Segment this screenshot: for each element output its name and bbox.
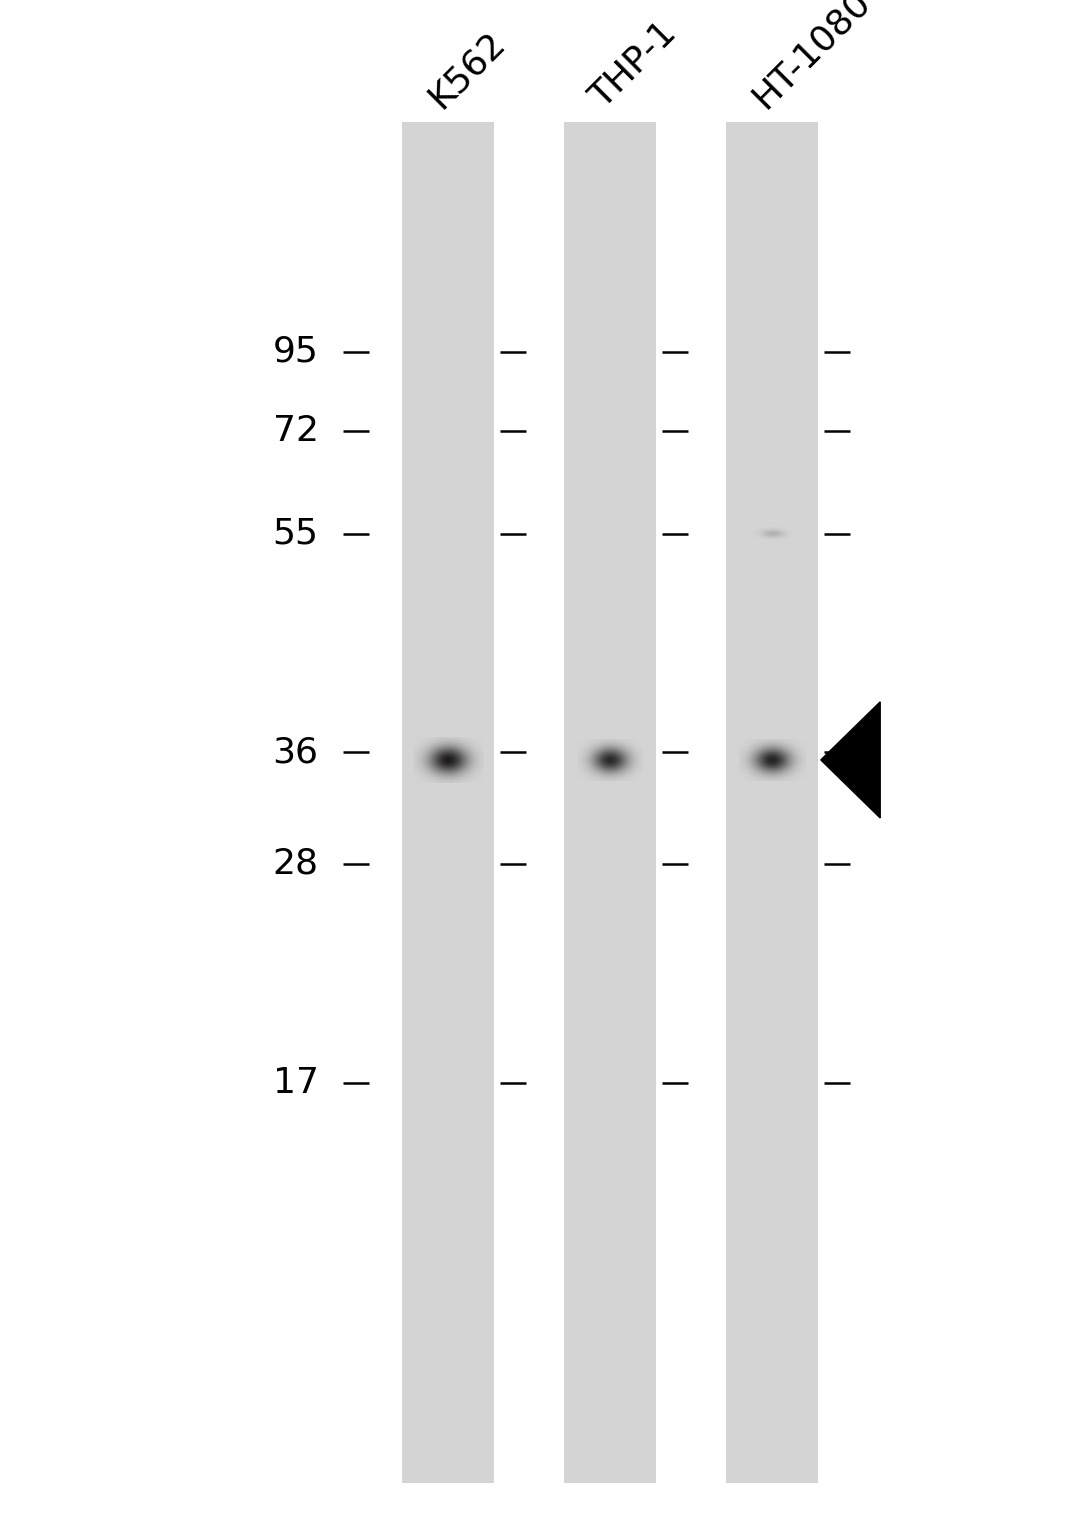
Polygon shape <box>821 702 880 818</box>
Bar <box>402 122 495 1483</box>
Text: 95: 95 <box>273 335 319 368</box>
Text: HT-1080: HT-1080 <box>746 0 877 115</box>
Bar <box>564 122 656 1483</box>
Text: THP-1: THP-1 <box>584 15 683 115</box>
Bar <box>726 122 819 1483</box>
Text: 36: 36 <box>272 735 319 769</box>
Text: 28: 28 <box>272 847 319 881</box>
Text: K562: K562 <box>422 24 512 115</box>
Text: 55: 55 <box>272 517 319 550</box>
Text: 72: 72 <box>272 414 319 448</box>
Text: 17: 17 <box>272 1066 319 1099</box>
